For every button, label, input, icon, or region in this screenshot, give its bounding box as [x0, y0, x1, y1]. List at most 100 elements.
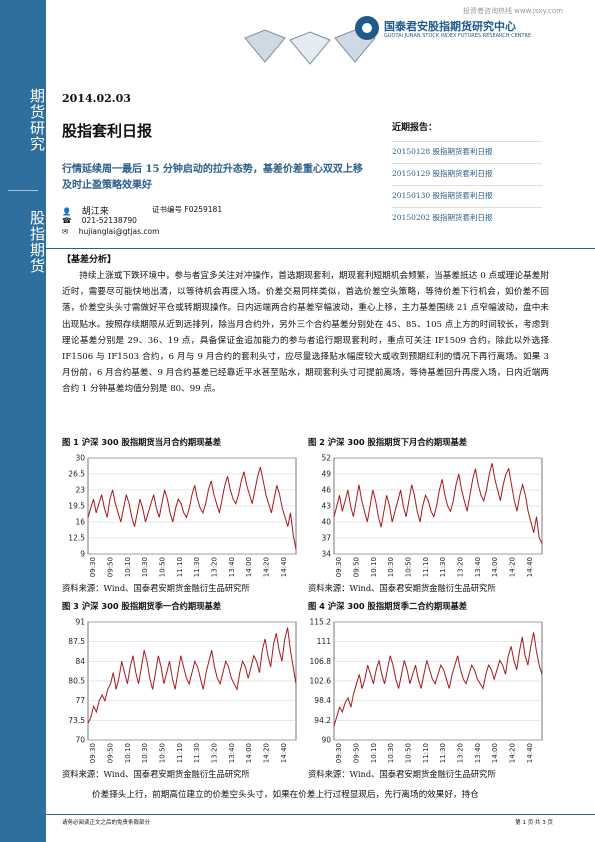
- figure-source: 资料来源：Wind、国泰君安期货金融衍生品研究所: [308, 583, 496, 593]
- x-tick-label: 09:30: [89, 743, 97, 763]
- cert-number: 证书编号 F0259181: [152, 205, 223, 214]
- recent-report-item[interactable]: 20150130 股指期货套利日报: [392, 185, 542, 207]
- y-tick-label: 34: [321, 550, 331, 559]
- basis-series-line: [333, 632, 543, 727]
- x-tick-label: 09:50: [353, 743, 361, 763]
- x-tick-label: 11:10: [176, 557, 184, 577]
- recent-report-item[interactable]: 20150128 股指期货套利日报: [392, 141, 542, 163]
- body-paragraph: 持续上涨或下跌环境中，参与者宜多关注对冲操作，首选期现套利，期现套利短期机会频繁…: [62, 271, 549, 395]
- y-tick-label: 23: [75, 486, 85, 495]
- x-tick-label: 14:00: [491, 743, 499, 763]
- x-tick-label: 14:40: [280, 743, 288, 763]
- y-tick-label: 91: [75, 618, 85, 627]
- y-tick-label: 26.5: [68, 470, 85, 479]
- x-tick-label: 09:50: [107, 743, 115, 763]
- figure-title: 图 2 沪深 300 股指期货下月合约期现基差: [308, 437, 468, 447]
- chart-1: 9 12.5 16 19.5 23 26.5 30 09:30 09:50 10:10 10:30 1…: [68, 454, 297, 577]
- section-title: 【基差分析】: [62, 255, 117, 265]
- x-tick-label: 14:00: [245, 557, 253, 577]
- y-tick-label: 106.8: [310, 657, 332, 666]
- x-tick-label: 13:20: [211, 743, 219, 763]
- mail-icon: ✉: [62, 227, 69, 236]
- page-number: 第 1 页 共 3 页: [515, 820, 553, 826]
- figure-2: 图 2 沪深 300 股指期货下月合约期现基差 34 37 40 43 46 49 52 09…: [308, 436, 548, 596]
- sidebar: 期货研究 股指期货: [0, 0, 46, 842]
- x-tick-label: 14:20: [263, 743, 271, 763]
- y-tick-label: 49: [321, 470, 331, 479]
- author-name: 胡江来: [81, 207, 109, 217]
- y-tick-label: 98.4: [314, 696, 331, 705]
- x-tick-label: 11:10: [422, 743, 430, 763]
- recent-reports-heading: 近期报告：: [392, 123, 438, 133]
- y-tick-label: 12.5: [68, 534, 85, 543]
- y-tick-label: 73.5: [68, 716, 85, 725]
- x-tick-label: 11:30: [193, 557, 201, 577]
- x-tick-label: 14:40: [526, 557, 534, 577]
- x-tick-label: 10:50: [405, 557, 413, 577]
- x-tick-label: 10:30: [141, 743, 149, 763]
- x-tick-label: 10:10: [124, 557, 132, 577]
- recent-reports: 近期报告： 20150128 股指期货套利日报 20150129 股指期货套利日…: [392, 120, 542, 229]
- recent-report-item[interactable]: 20150202 股指期货套利日报: [392, 207, 542, 229]
- x-tick-label: 09:30: [335, 743, 343, 763]
- y-tick-label: 46: [321, 486, 331, 495]
- report-subtitle: 行情延续周一最后 15 分钟启动的拉升态势，基差价差重心双双上移及时止盈策略效果…: [62, 164, 363, 191]
- x-tick-label: 11:30: [439, 557, 447, 577]
- sidebar-label-research: 期货研究: [28, 88, 46, 152]
- figure-1: 图 1 沪深 300 股指期货当月合约期现基差 9 12.5 16 19.5 23 26.…: [62, 436, 302, 596]
- x-tick-label: 13:20: [457, 557, 465, 577]
- company-logo-icon: [355, 16, 379, 40]
- x-tick-label: 11:10: [176, 743, 184, 763]
- y-tick-label: 102.6: [310, 677, 332, 686]
- y-tick-label: 40: [321, 518, 331, 527]
- email-row: ✉ hujianglai@gtjas.com: [62, 227, 159, 236]
- y-tick-label: 111: [317, 637, 332, 646]
- x-tick-label: 10:30: [387, 557, 395, 577]
- report-title: 股指套利日报: [62, 122, 153, 140]
- chart-3: 70 73.5 77 80.5 84 87.5 91 09:30 09:50 10:10 10:30…: [68, 618, 297, 763]
- author-email[interactable]: hujianglai@gtjas.com: [78, 227, 160, 236]
- company-name-cn: 国泰君安股指期货研究中心: [384, 20, 516, 33]
- figure-source: 资料来源：Wind、国泰君安期货金融衍生品研究所: [62, 769, 250, 779]
- x-tick-label: 14:20: [509, 557, 517, 577]
- x-tick-label: 13:40: [228, 557, 236, 577]
- x-tick-label: 11:30: [193, 743, 201, 763]
- x-tick-label: 09:30: [335, 557, 343, 577]
- y-tick-label: 77: [75, 696, 85, 705]
- report-date: 2014.02.03: [62, 92, 131, 105]
- company-name-en: GUOTAI JUNAN STOCK INDEX FUTURES RESEARC…: [384, 33, 532, 39]
- x-tick-label: 14:00: [245, 743, 253, 763]
- y-tick-label: 9: [80, 550, 85, 559]
- phone-row: ☎ 021-52138790: [62, 216, 137, 225]
- x-tick-label: 13:40: [228, 743, 236, 763]
- y-tick-label: 115.2: [310, 618, 332, 627]
- y-tick-label: 87.5: [68, 637, 85, 646]
- figure-source: 资料来源：Wind、国泰君安期货金融衍生品研究所: [308, 769, 496, 779]
- figure-title: 图 1 沪深 300 股指期货当月合约期现基差: [62, 437, 222, 447]
- x-tick-label: 10:10: [124, 743, 132, 763]
- x-tick-label: 13:20: [457, 743, 465, 763]
- y-tick-label: 94.2: [314, 716, 331, 725]
- basis-series-line: [87, 627, 297, 724]
- figure-source: 资料来源：Wind、国泰君安期货金融衍生品研究所: [62, 583, 250, 593]
- x-tick-label: 10:30: [141, 557, 149, 577]
- x-tick-label: 13:20: [211, 557, 219, 577]
- basis-series-line: [333, 463, 543, 544]
- figure-title: 图 4 沪深 300 股指期货季二合约期现基差: [308, 601, 468, 611]
- footer-divider: [46, 814, 595, 815]
- figure-title: 图 3 沪深 300 股指期货季一合约期现基差: [62, 601, 222, 611]
- y-tick-label: 19.5: [68, 502, 85, 511]
- recent-report-item[interactable]: 20150129 股指期货套利日报: [392, 163, 542, 185]
- y-tick-label: 30: [75, 454, 85, 463]
- x-tick-label: 10:50: [159, 557, 167, 577]
- phone-icon: ☎: [62, 216, 72, 225]
- continuation-paragraph: 价差择头上行，前期高位建立的价差空头头寸，如果在价差上行过程显现后，先行离场的效…: [92, 790, 479, 800]
- y-tick-label: 43: [321, 502, 331, 511]
- y-tick-label: 16: [75, 518, 85, 527]
- x-tick-label: 09:50: [353, 557, 361, 577]
- author-row: 👤 胡江来 证书编号 F0259181: [62, 204, 222, 217]
- x-tick-label: 13:40: [474, 557, 482, 577]
- y-tick-label: 70: [75, 736, 85, 745]
- sidebar-label-index-futures: 股指期货: [28, 210, 46, 274]
- y-tick-label: 90: [321, 736, 331, 745]
